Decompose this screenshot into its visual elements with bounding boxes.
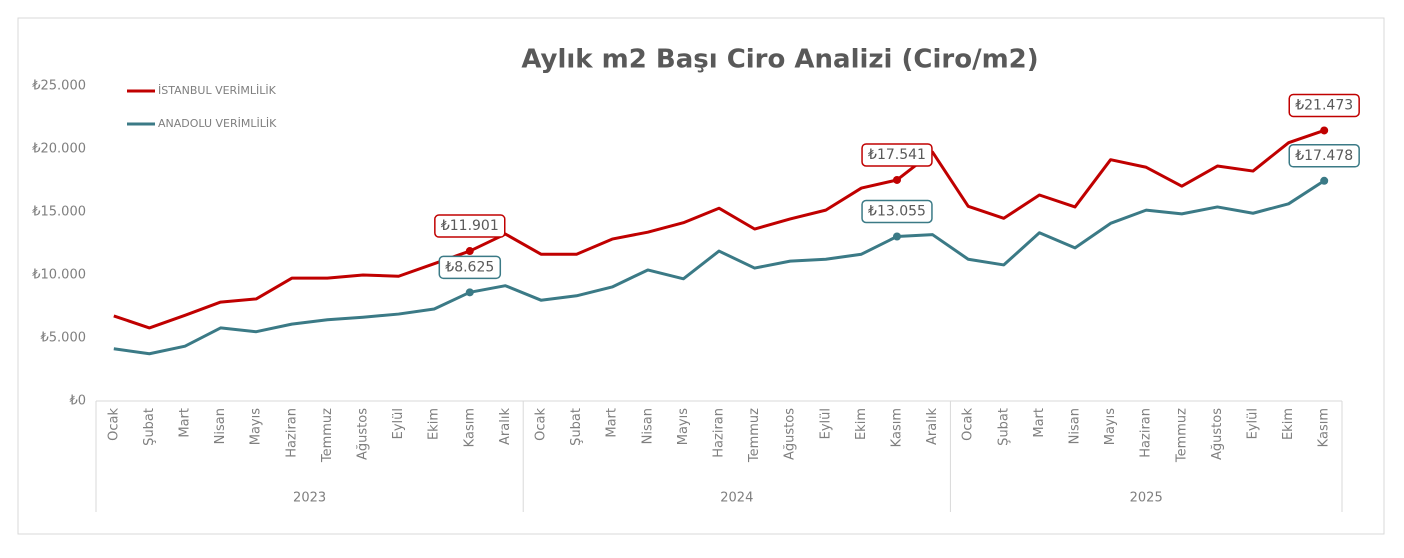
data-label: ₺11.901 [441,218,499,234]
x-tick-label: Şubat [996,408,1011,446]
data-point [465,288,474,297]
data-point [1320,176,1329,185]
chart-title: Aylık m2 Başı Ciro Analizi (Ciro/m2) [521,45,1038,75]
x-tick-label: Temmuz [320,408,335,463]
x-tick-label: Kasım [1317,408,1332,447]
x-tick-label: Mayıs [676,408,691,445]
group-label: 2025 [1130,491,1163,506]
x-tick-label: Aralık [498,408,513,445]
x-tick-label: Nisan [213,408,228,444]
x-tick-label: Mart [178,408,193,438]
legend-label: ANADOLU VERİMLİLİK [158,117,277,130]
legend-label: İSTANBUL VERİMLİLİK [158,84,277,97]
x-tick-label: Temmuz [1174,408,1189,463]
x-tick-label: Temmuz [747,408,762,463]
x-tick-label: Nisan [640,408,655,444]
x-tick-label: Kasım [890,408,905,447]
data-point [893,232,901,241]
y-tick-label: ₺0 [69,394,86,409]
x-tick-label: Mayıs [1103,408,1118,445]
x-tick-label: Şubat [569,408,584,446]
y-tick-label: ₺20.000 [32,142,86,157]
y-tick-label: ₺5.000 [41,331,87,346]
series-line [113,129,1325,330]
x-tick-label: Eylül [391,408,406,439]
x-tick-label: Ağustos [1210,408,1225,460]
x-tick-label: Mart [1032,408,1047,438]
data-label-box [1288,93,1360,118]
y-tick-label: ₺15.000 [32,205,86,220]
data-label-box [861,143,933,167]
data-label-box [1288,144,1360,168]
x-tick-label: Haziran [712,408,727,458]
data-point [893,175,901,184]
x-tick-label: Ocak [534,408,549,441]
data-label: ₺8.625 [445,259,494,275]
data-label-box [434,214,506,238]
data-label: ₺13.055 [868,204,926,220]
y-tick-label: ₺25.000 [32,79,86,94]
data-label-box [438,255,502,280]
x-tick-label: Ağustos [356,408,371,460]
x-tick-label: Ağustos [783,408,798,460]
x-tick-label: Ekim [1281,408,1296,440]
group-label: 2024 [720,491,753,506]
x-tick-label: Ekim [854,408,869,440]
x-tick-label: Eylül [1246,408,1261,439]
data-label-box [861,199,933,224]
x-tick-label: Ocak [106,408,121,441]
chart-frame [17,17,1385,535]
x-tick-label: Ocak [961,408,976,441]
data-label: ₺21.473 [1295,97,1353,113]
x-tick-label: Haziran [284,408,299,458]
y-tick-label: ₺10.000 [32,268,86,283]
x-tick-label: Haziran [1139,408,1154,458]
series-line [113,179,1326,356]
x-tick-label: Eylül [818,408,833,439]
x-tick-label: Aralık [925,408,940,445]
x-tick-label: Ekim [427,408,442,440]
data-point [465,247,474,256]
group-label: 2023 [293,491,326,506]
x-tick-label: Kasım [462,408,477,447]
data-point [1320,126,1329,135]
data-label: ₺17.541 [868,147,926,163]
x-tick-label: Nisan [1068,408,1083,444]
x-tick-label: Mart [605,408,620,438]
data-label: ₺17.478 [1295,148,1353,164]
x-tick-label: Mayıs [249,408,264,445]
x-tick-label: Şubat [142,408,157,446]
